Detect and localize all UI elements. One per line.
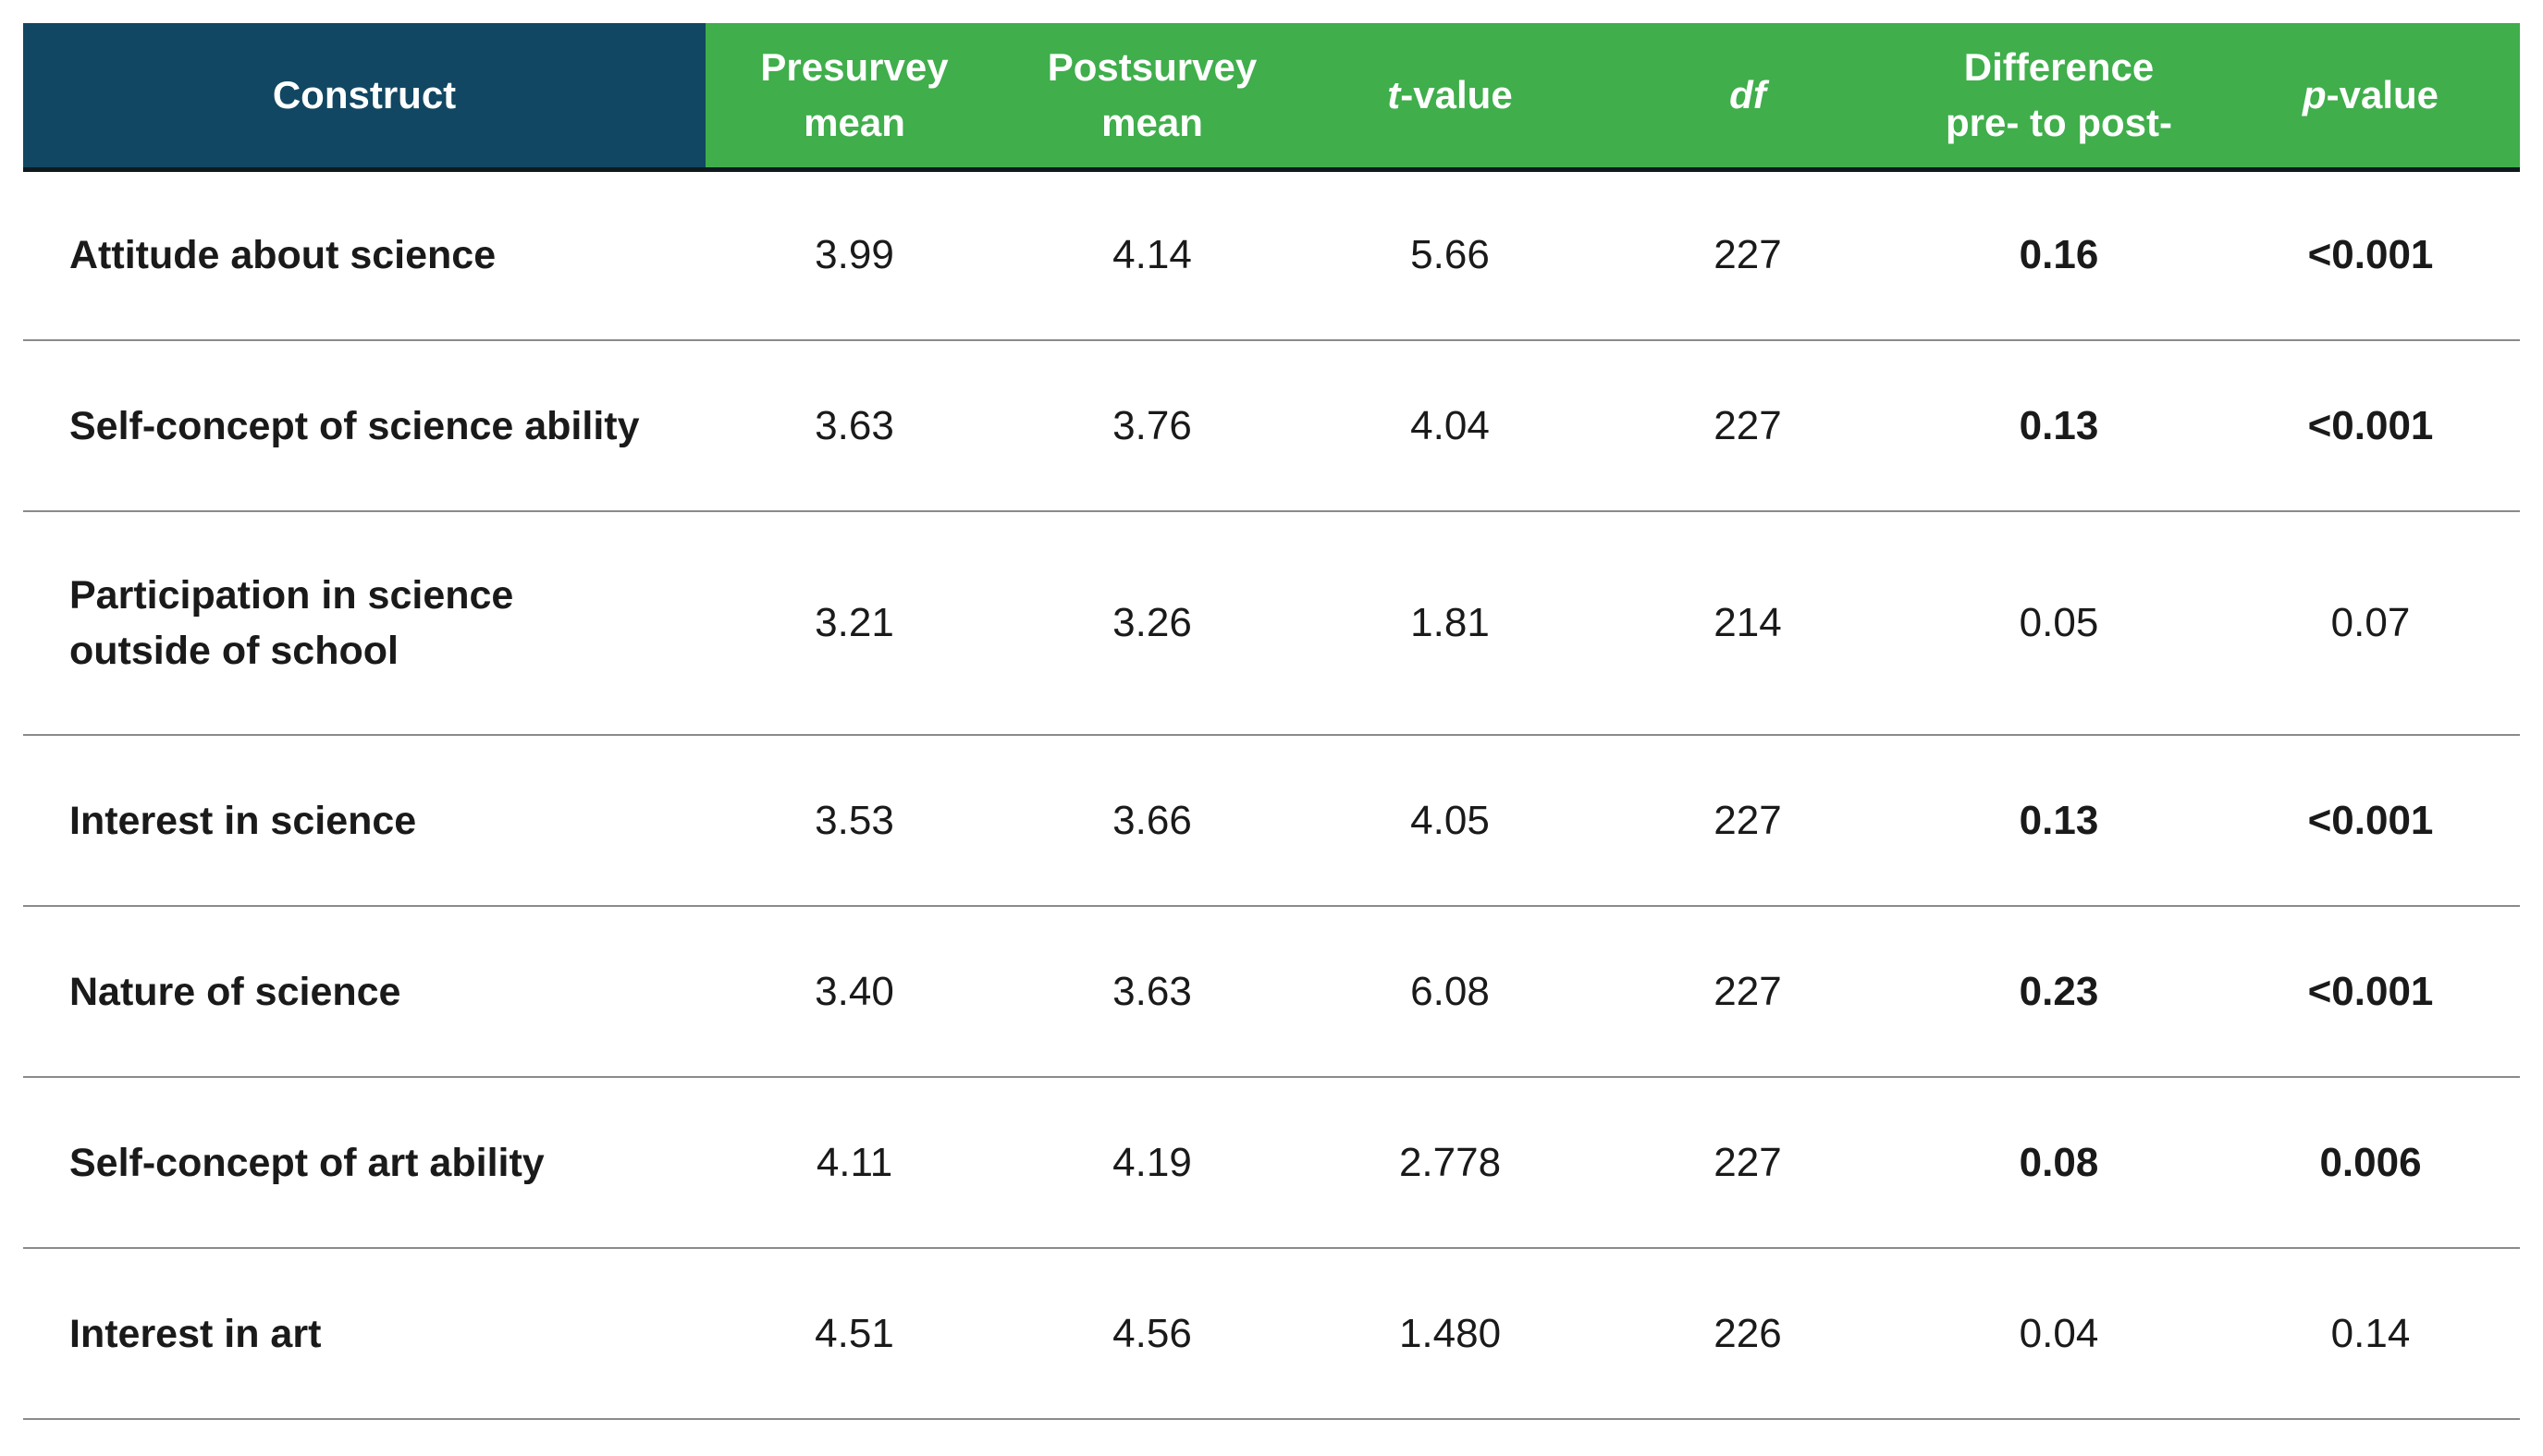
df-cell: 227 <box>1714 402 1782 448</box>
header-postsurvey-mean: Postsurvey mean <box>1003 23 1301 172</box>
presurvey-mean-cell: 3.53 <box>815 797 894 843</box>
p-value-cell: <0.001 <box>2307 232 2434 278</box>
postsurvey-mean-cell: 4.56 <box>1112 1310 1192 1356</box>
construct-cell: Self-concept of science ability <box>23 340 706 511</box>
header-p-value-italic: p <box>2302 72 2327 116</box>
p-value-cell: 0.006 <box>2319 1139 2422 1185</box>
presurvey-mean-cell: 4.11 <box>816 1139 893 1185</box>
t-value-cell: 1.81 <box>1410 600 1490 645</box>
construct-label-line: Interest in art <box>69 1311 322 1356</box>
header-presurvey-line2: mean <box>804 100 905 144</box>
table-row: Participation in science outside of schoo… <box>23 511 2520 735</box>
difference-cell: 0.08 <box>2019 1139 2099 1185</box>
table-row: Self-concept of art ability 4.11 4.19 2.778… <box>23 1077 2520 1248</box>
t-value-cell: 1.480 <box>1398 1310 1502 1356</box>
postsurvey-mean-cell: 4.19 <box>1112 1139 1192 1185</box>
header-postsurvey-line1: Postsurvey <box>1047 44 1258 89</box>
table-row: Interest in science 3.53 3.66 4.05 227 0.13 <0… <box>23 735 2520 906</box>
header-construct-label: Construct <box>272 72 457 116</box>
header-t-value: t-value <box>1301 23 1599 172</box>
table-row: Attitude about science 3.99 4.14 5.66 227 0.1… <box>23 169 2520 340</box>
p-value-cell: 0.07 <box>2330 600 2411 645</box>
header-df-label: df <box>1729 72 1766 116</box>
results-table-container: Construct Presurvey mean Postsurvey mean… <box>23 23 2520 1420</box>
header-difference-line1: Difference <box>1963 44 2155 89</box>
table-header: Construct Presurvey mean Postsurvey mean… <box>23 23 2520 172</box>
p-value-cell: 0.14 <box>2330 1310 2411 1356</box>
presurvey-mean-cell: 3.63 <box>815 402 894 448</box>
postsurvey-mean-cell: 3.63 <box>1112 968 1192 1014</box>
t-value-cell: 4.04 <box>1410 402 1490 448</box>
construct-label-line: Self-concept of art ability <box>69 1140 545 1185</box>
difference-cell: 0.13 <box>2019 797 2099 843</box>
construct-cell: Attitude about science <box>23 169 706 340</box>
header-p-value: p-value <box>2221 23 2520 172</box>
header-difference-line2: pre- to post- <box>1946 100 2172 144</box>
p-value-cell: <0.001 <box>2307 402 2434 448</box>
postsurvey-mean-cell: 3.66 <box>1112 797 1192 843</box>
table-row: Interest in art 4.51 4.56 1.480 226 0.04 0.14 <box>23 1248 2520 1419</box>
header-presurvey-line1: Presurvey <box>760 44 949 89</box>
construct-cell: Nature of science <box>23 906 706 1077</box>
t-value-cell: 4.05 <box>1410 797 1490 843</box>
df-cell: 227 <box>1714 1139 1782 1185</box>
presurvey-mean-cell: 3.40 <box>815 968 894 1014</box>
construct-label-line: Participation in science <box>69 573 514 618</box>
construct-label-line: Attitude about science <box>69 233 497 278</box>
presurvey-mean-cell: 4.51 <box>815 1310 894 1356</box>
df-cell: 227 <box>1714 968 1782 1014</box>
construct-cell: Interest in art <box>23 1248 706 1419</box>
df-cell: 214 <box>1714 600 1782 645</box>
t-value-cell: 5.66 <box>1410 232 1490 278</box>
table-row: Self-concept of science ability 3.63 3.76 4… <box>23 340 2520 511</box>
header-t-value-italic: t <box>1387 72 1401 116</box>
df-cell: 227 <box>1714 797 1782 843</box>
header-postsurvey-line2: mean <box>1101 100 1203 144</box>
construct-cell: Participation in science outside of schoo… <box>23 511 706 735</box>
construct-label-line: Interest in science <box>69 798 417 843</box>
construct-cell: Interest in science <box>23 735 706 906</box>
construct-label-line: Nature of science <box>69 969 401 1014</box>
presurvey-mean-cell: 3.21 <box>815 600 894 645</box>
header-difference: Difference pre- to post- <box>1897 23 2221 172</box>
construct-cell: Self-concept of art ability <box>23 1077 706 1248</box>
header-row: Construct Presurvey mean Postsurvey mean… <box>23 23 2520 172</box>
difference-cell: 0.04 <box>2019 1310 2099 1356</box>
postsurvey-mean-cell: 3.26 <box>1112 600 1192 645</box>
difference-cell: 0.23 <box>2019 968 2099 1014</box>
difference-cell: 0.16 <box>2019 232 2099 278</box>
construct-label-line: Self-concept of science ability <box>69 403 640 448</box>
construct-label-line: outside of school <box>69 629 399 673</box>
header-presurvey-mean: Presurvey mean <box>706 23 1003 172</box>
header-construct: Construct <box>23 23 706 172</box>
t-value-cell: 6.08 <box>1410 968 1490 1014</box>
table-body: Attitude about science 3.99 4.14 5.66 227 0.1… <box>23 169 2520 1419</box>
table-row: Nature of science 3.40 3.63 6.08 227 0.23 <0.0… <box>23 906 2520 1077</box>
df-cell: 226 <box>1714 1310 1782 1356</box>
header-t-value-rest: -value <box>1400 72 1513 116</box>
results-table: Construct Presurvey mean Postsurvey mean… <box>23 23 2520 1420</box>
presurvey-mean-cell: 3.99 <box>815 232 894 278</box>
df-cell: 227 <box>1714 232 1782 278</box>
postsurvey-mean-cell: 4.14 <box>1112 232 1192 278</box>
t-value-cell: 2.778 <box>1398 1139 1502 1185</box>
header-df: df <box>1599 23 1897 172</box>
p-value-cell: <0.001 <box>2307 968 2434 1014</box>
p-value-cell: <0.001 <box>2307 797 2434 843</box>
postsurvey-mean-cell: 3.76 <box>1112 402 1192 448</box>
difference-cell: 0.05 <box>2019 600 2099 645</box>
header-p-value-rest: -value <box>2326 72 2439 116</box>
difference-cell: 0.13 <box>2019 402 2099 448</box>
